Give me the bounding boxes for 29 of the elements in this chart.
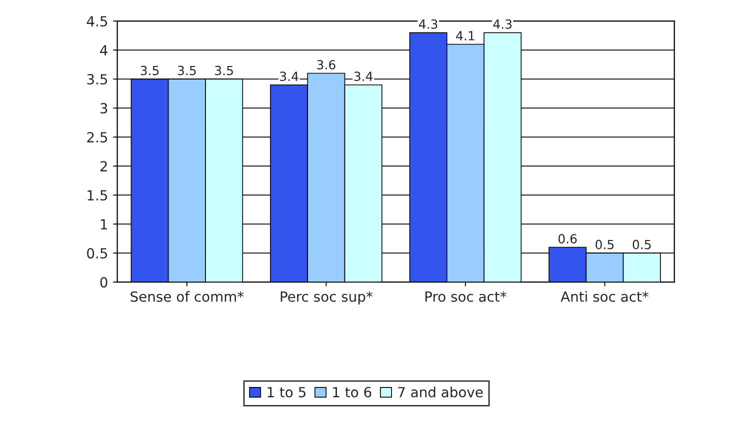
x-tick-label: Pro soc act*: [425, 291, 506, 302]
data-label: 3.5: [215, 66, 233, 76]
y-tick-label: 3.5: [87, 74, 108, 85]
x-tick-label: Perc soc sup*: [280, 291, 372, 305]
y-tick-label: 4.5: [86, 16, 108, 27]
y-tick-label: 0.5: [87, 248, 108, 259]
y-tick-label: 3: [100, 103, 108, 114]
legend-label: 1 to 6: [333, 386, 372, 398]
data-label: 0.5: [596, 240, 614, 250]
data-label: 3.6: [317, 60, 336, 70]
x-tick-label: Sense of comm*: [130, 291, 244, 302]
y-tick-label: 0: [100, 277, 108, 288]
legend-label: 7 and above: [398, 386, 483, 398]
y-tick-label: 1: [100, 219, 107, 230]
y-tick-label: 4: [100, 45, 108, 56]
y-tick-label: 2.5: [87, 132, 108, 143]
y-tick-label: 2: [100, 161, 107, 172]
data-label: 3.4: [354, 72, 373, 82]
legend-label: 1 to 5: [268, 387, 306, 398]
data-label: 3.4: [280, 72, 298, 82]
x-tick-label: Anti soc act*: [560, 291, 648, 302]
data-label: 3.5: [140, 66, 159, 76]
data-label: 0.6: [558, 234, 577, 244]
data-label: 0.5: [632, 240, 651, 250]
data-label: 3.5: [178, 66, 196, 76]
data-label: 4.1: [456, 31, 474, 40]
data-label: 4.3: [493, 19, 512, 29]
data-label: 4.3: [418, 19, 438, 29]
y-tick-label: 1.5: [88, 190, 108, 201]
